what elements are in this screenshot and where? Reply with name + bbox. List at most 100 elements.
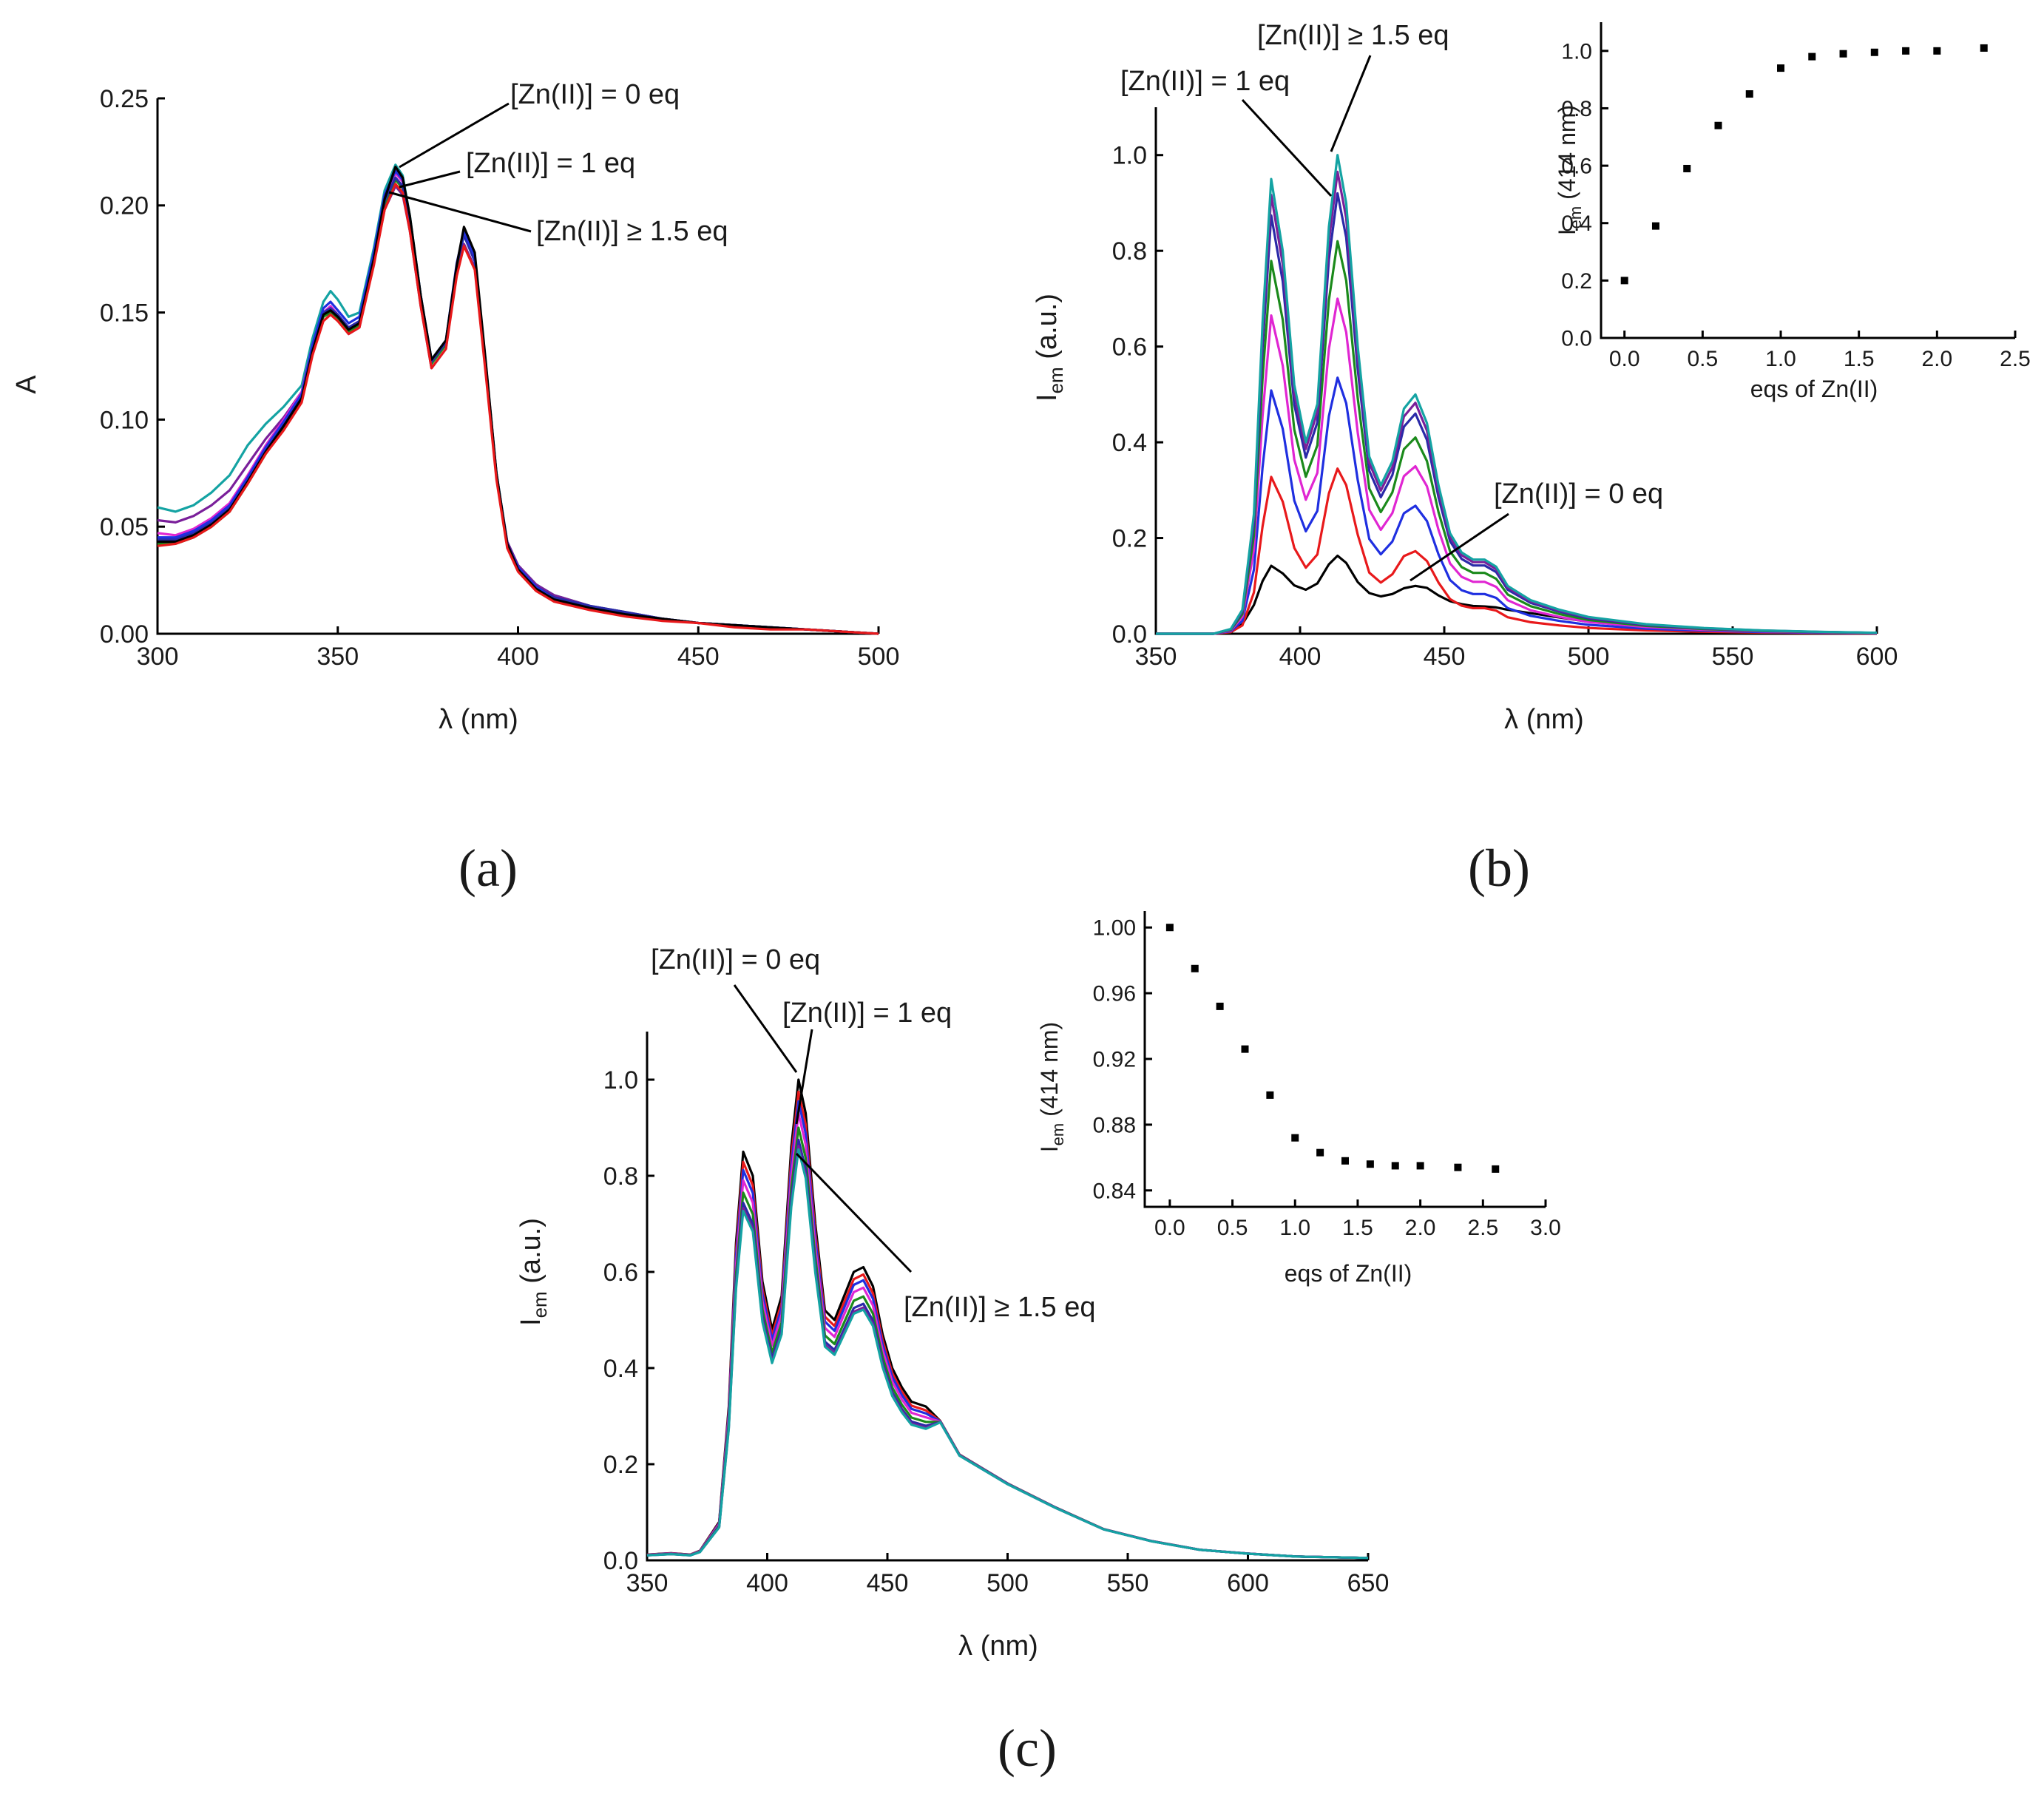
chart-a-series-line xyxy=(157,183,879,635)
chart-b-inset: 0.0 0.5 1.0 1.5 2.0 2.5 0.0 0.2 0.4 0.6 0.8 1.0 xyxy=(1561,22,2031,371)
leader-c-zero xyxy=(733,984,798,1073)
leader-b-sat xyxy=(1330,55,1372,152)
chart-b-inset-point xyxy=(1683,164,1691,172)
chart-c-inset-point xyxy=(1416,1162,1424,1170)
chart-b-inset-ylabel: Iem (414 nm) xyxy=(1554,105,1585,235)
chart-b-inset-point xyxy=(1839,50,1847,58)
chart-c-series-line xyxy=(646,1111,1369,1560)
chart-c-xtick-label: 450 xyxy=(867,1569,909,1597)
chart-b-inset-point xyxy=(1745,90,1753,98)
chart-c-series-line xyxy=(646,1100,1369,1560)
chart-a-ytick-label: 0.00 xyxy=(100,620,149,649)
chart-b-xtick-label: 400 xyxy=(1279,643,1322,671)
chart-a-xtick-label: 450 xyxy=(677,643,720,671)
chart-b-inset-ytick-label: 0.0 xyxy=(1561,327,1592,351)
chart-c-inset-xtick-label: 2.5 xyxy=(1467,1216,1498,1240)
chart-c-xtick-label: 600 xyxy=(1227,1569,1269,1597)
chart-b-ylabel-sub: em xyxy=(1045,367,1067,393)
chart-c-inset: 0.0 0.5 1.0 1.5 2.0 2.5 3.0 0.84 0.88 0.92 0.96 1.0… xyxy=(1093,911,1561,1240)
chart-c-inset-point xyxy=(1266,1091,1274,1099)
leader-b-zero xyxy=(1410,512,1509,582)
panel-c-label: (c) xyxy=(998,1719,1057,1778)
chart-c-xtick-label: 400 xyxy=(746,1569,788,1597)
chart-c-inset-ytick-label: 0.92 xyxy=(1093,1048,1136,1072)
chart-c-series-line xyxy=(646,1090,1369,1560)
chart-c-inset-ytick-label: 1.00 xyxy=(1093,916,1136,941)
chart-b-inset-xtick-label: 0.0 xyxy=(1609,347,1640,371)
chart-c-inset-ytick-label: 0.84 xyxy=(1093,1179,1136,1203)
chart-c-inset-xtick-label: 2.0 xyxy=(1405,1216,1436,1240)
chart-c-ylabel: Iem (a.u.) xyxy=(515,1218,551,1326)
chart-b-series-line xyxy=(1156,467,1878,635)
chart-c-inset-xtick-label: 1.0 xyxy=(1279,1216,1310,1240)
chart-c-ylabel-main: I xyxy=(515,1318,546,1326)
chart-c-xtick-label: 350 xyxy=(626,1569,669,1597)
chart-c-inset-point xyxy=(1391,1162,1399,1170)
leader-c-sat xyxy=(795,1152,913,1273)
chart-c-inset-axes xyxy=(1143,911,1546,1208)
annotation-a-sat: [Zn(II)] ≥ 1.5 eq xyxy=(536,216,728,247)
chart-c-inset-xtick-label: 1.5 xyxy=(1342,1216,1373,1240)
chart-b-inset-ylabel-rest: (414 nm) xyxy=(1554,105,1580,206)
chart-b-inset-point xyxy=(1777,64,1785,72)
annotation-a-zero: [Zn(II)] = 0 eq xyxy=(510,79,680,110)
chart-c-ytick-label: 0.2 xyxy=(603,1451,638,1479)
leader-a-zero xyxy=(399,102,510,169)
panel-a-label: (a) xyxy=(458,839,518,898)
chart-c: 350 400 450 500 550 600 650 0.0 0.2 0.4 0.6 0.8 1.0 xyxy=(603,1032,1390,1597)
chart-c-ylabel-sub: em xyxy=(529,1291,551,1318)
chart-b-series-line xyxy=(1156,297,1878,635)
chart-b-ytick-label: 0.8 xyxy=(1112,237,1147,265)
leader-a-sat xyxy=(388,191,532,233)
chart-b-inset-xtick-label: 1.5 xyxy=(1844,347,1875,371)
chart-c-xtick-label: 650 xyxy=(1347,1569,1390,1597)
chart-b-series-line xyxy=(1156,376,1878,635)
chart-b-ylabel-main: I xyxy=(1032,393,1063,402)
chart-b-xtick-label: 600 xyxy=(1856,643,1898,671)
chart-c-inset-ytick-label: 0.96 xyxy=(1093,982,1136,1006)
chart-b-xtick-label: 500 xyxy=(1568,643,1610,671)
chart-a-xtick-label: 400 xyxy=(497,643,539,671)
chart-c-inset-point xyxy=(1366,1160,1374,1168)
chart-b-ytick-label: 0.4 xyxy=(1112,429,1147,457)
annotation-b-sat: [Zn(II)] ≥ 1.5 eq xyxy=(1257,20,1449,51)
chart-a: 300 350 400 450 500 0.00 0.05 0.10 0.15 0.20 0.25 xyxy=(100,85,900,671)
chart-c-xlabel: λ (nm) xyxy=(958,1631,1038,1662)
leader-c-one xyxy=(795,1029,813,1125)
chart-b-inset-ytick-label: 0.8 xyxy=(1561,97,1592,121)
chart-a-series-line xyxy=(158,166,879,635)
chart-c-inset-ylabel-main: I xyxy=(1036,1145,1063,1152)
panel-b-label: (b) xyxy=(1468,839,1530,898)
chart-b-inset-xtick-label: 2.0 xyxy=(1921,347,1952,371)
leader-b-one xyxy=(1241,98,1333,197)
chart-c-xtick-label: 500 xyxy=(987,1569,1029,1597)
chart-a-ytick-label: 0.10 xyxy=(100,406,149,434)
chart-a-ylabel: A xyxy=(11,375,42,394)
annotation-b-one: [Zn(II)] = 1 eq xyxy=(1120,66,1290,97)
chart-c-inset-ylabel: Iem (414 nm) xyxy=(1036,1022,1067,1152)
chart-c-inset-point xyxy=(1291,1134,1299,1142)
chart-c-inset-point xyxy=(1216,1002,1224,1010)
chart-c-ytick-label: 0.8 xyxy=(603,1162,638,1191)
chart-b-ytick-label: 1.0 xyxy=(1112,142,1147,170)
chart-b-inset-xtick-label: 2.5 xyxy=(2000,347,2031,371)
chart-c-ylabel-rest: (a.u.) xyxy=(515,1218,546,1291)
leader-a-one xyxy=(399,170,461,189)
chart-b-series-line xyxy=(1156,240,1878,635)
chart-c-inset-xtick-label: 3.0 xyxy=(1530,1216,1561,1240)
chart-b-series-line xyxy=(1156,192,1878,635)
chart-b-inset-point xyxy=(1651,222,1659,230)
chart-b-inset-xtick-label: 1.0 xyxy=(1765,347,1796,371)
annotation-c-one: [Zn(II)] = 1 eq xyxy=(782,998,952,1029)
chart-c-inset-ylabel-rest: (414 nm) xyxy=(1036,1022,1063,1123)
chart-b-inset-ytick-label: 1.0 xyxy=(1561,39,1592,64)
chart-c-xtick-label: 550 xyxy=(1107,1569,1149,1597)
chart-c-ytick-label: 0.0 xyxy=(603,1547,638,1575)
chart-c-inset-point xyxy=(1165,924,1174,932)
chart-a-ytick-label: 0.15 xyxy=(100,299,149,328)
annotation-a-one: [Zn(II)] = 1 eq xyxy=(466,148,635,179)
chart-b-ytick-label: 0.0 xyxy=(1112,620,1147,649)
chart-b-inset-xlabel: eqs of Zn(II) xyxy=(1750,376,1878,402)
chart-c-inset-point xyxy=(1492,1165,1500,1173)
